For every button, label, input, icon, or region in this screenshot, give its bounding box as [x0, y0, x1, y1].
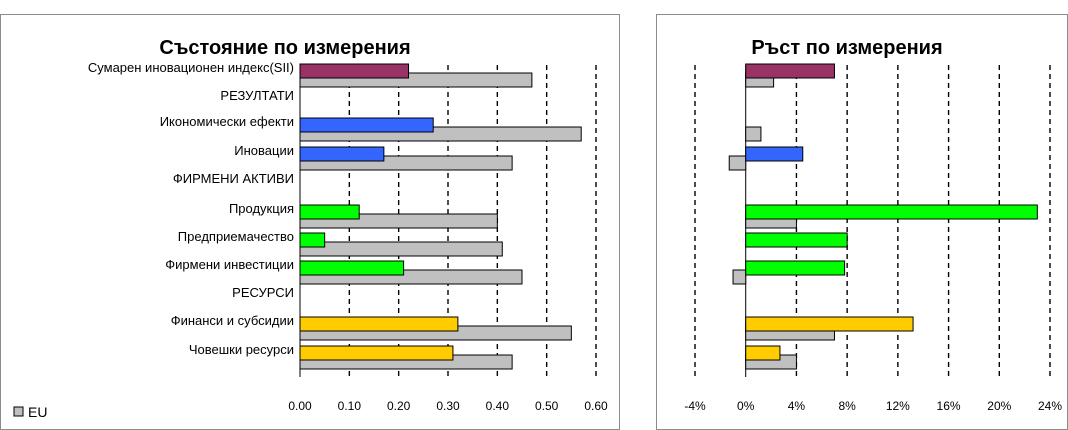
growth-tick-label: 16% [937, 399, 961, 413]
state-tick-label: 0.20 [387, 399, 411, 413]
growth-eu-bar [733, 270, 746, 284]
category-label: РЕЗУЛТАТИ [220, 88, 294, 103]
state-bar [300, 233, 325, 247]
growth-eu-bar [746, 127, 761, 141]
growth-bar [746, 64, 835, 78]
state-bar [300, 118, 433, 132]
growth-chart-title: Ръст по измерения [751, 37, 942, 59]
state-tick-label: 0.60 [584, 399, 608, 413]
growth-bar [746, 147, 803, 161]
growth-chart-panel: Ръст по измерения -4% 0% 4% 8% 12% 16% 20% 24% [656, 14, 1068, 430]
state-bar [300, 261, 404, 275]
growth-eu-bar [729, 156, 745, 170]
category-label: Финанси и субсидии [171, 313, 294, 328]
state-chart-title: Състояние по измерения [159, 37, 410, 59]
growth-bar [746, 233, 847, 247]
growth-bar [746, 346, 780, 360]
category-label: Икономически ефекти [160, 114, 294, 129]
legend-eu-label: EU [28, 404, 47, 420]
growth-bar [746, 317, 913, 331]
state-tick-label: 0.10 [338, 399, 362, 413]
state-bar [300, 205, 359, 219]
category-label: Предприемачество [178, 229, 294, 244]
legend-square-icon [14, 407, 23, 416]
growth-tick-label: 8% [838, 399, 856, 413]
growth-tick-label: -4% [684, 399, 706, 413]
state-tick-label: 0.00 [288, 399, 312, 413]
state-bar [300, 346, 453, 360]
growth-tick-label: 24% [1038, 399, 1062, 413]
growth-tick-label: 0% [737, 399, 755, 413]
category-label: РЕСУРСИ [232, 285, 294, 300]
category-label: Човешки ресурси [189, 342, 294, 357]
growth-bar [746, 261, 845, 275]
state-tick-label: 0.50 [535, 399, 559, 413]
state-chart: Състояние по измерения Сумарен иновацион… [1, 15, 619, 429]
growth-tick-label: 4% [788, 399, 806, 413]
category-label: Иновации [234, 143, 294, 158]
growth-tick-label: 20% [987, 399, 1011, 413]
growth-bar [746, 205, 1038, 219]
category-label: Продукция [229, 201, 294, 216]
growth-tick-label: 12% [886, 399, 910, 413]
state-tick-label: 0.30 [436, 399, 460, 413]
state-chart-panel: Състояние по измерения Сумарен иновацион… [0, 14, 620, 430]
growth-chart: Ръст по измерения -4% 0% 4% 8% 12% 16% 20% 24% [657, 15, 1067, 429]
category-label: ФИРМЕНИ АКТИВИ [173, 171, 294, 186]
state-bar [300, 317, 458, 331]
state-tick-label: 0.40 [486, 399, 510, 413]
state-eu-bar [300, 242, 502, 256]
category-label: Сумарен иновационен индекс(SII) [88, 60, 294, 75]
state-bar [300, 64, 409, 78]
category-label: Фирмени инвестиции [165, 257, 294, 272]
state-bar [300, 147, 384, 161]
